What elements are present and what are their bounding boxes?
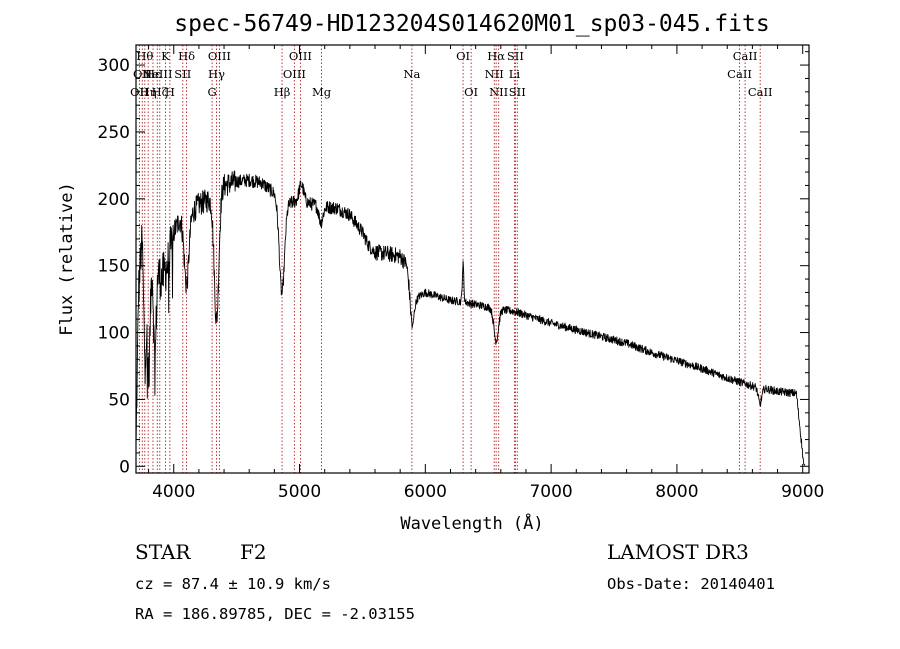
spectral-line-label: Na [403, 67, 420, 81]
spectral-line-label: SII [507, 49, 524, 63]
coordinates: RA = 186.89785, DEC = -2.03155 [135, 605, 415, 623]
spectral-line-label: OIII [283, 67, 306, 81]
spectral-line-label: Hε [145, 67, 161, 81]
x-axis-label: Wavelength (Å) [400, 512, 543, 534]
y-tick-label: 300 [98, 56, 130, 76]
x-tick-label: 4000 [152, 482, 195, 502]
spectral-line-label: NII [489, 85, 508, 99]
y-axis-label: Flux (relative) [57, 182, 77, 336]
observation-date: Obs-Date: 20140401 [607, 575, 775, 593]
x-tick-label: 7000 [529, 482, 572, 502]
x-axis-ticks: 4000 5000 6000 7000 8000 9000 [148, 45, 824, 502]
spectral-line-label: OIII [289, 49, 312, 63]
spectral-line-label: Mg [312, 85, 332, 99]
x-tick-label: 8000 [655, 482, 698, 502]
spectral-line-label: Hγ [208, 67, 225, 81]
spectral-line-label: Hθ [136, 49, 153, 63]
x-tick-label: 6000 [404, 482, 447, 502]
spectral-line-label: Hβ [274, 85, 291, 99]
object-type: STAR [135, 540, 191, 564]
spectral-line-label: OIII [208, 49, 231, 63]
y-tick-label: 150 [98, 257, 130, 277]
spectral-line-label: NII [485, 67, 504, 81]
spectral-line-label: Hη [140, 85, 157, 99]
spectral-line-label: SII [509, 85, 526, 99]
spectral-line-label: Hζ [152, 85, 168, 99]
y-axis-ticks: 0 50 100 150 200 250 300 [98, 51, 809, 477]
y-tick-label: 0 [119, 457, 130, 477]
spectral-line-label: CaII [748, 85, 773, 99]
spectral-line-label: SII [174, 67, 191, 81]
spectral-line-label: OI [464, 85, 478, 99]
spectral-line-label: Hα [487, 49, 505, 63]
spectrum-line [135, 170, 806, 466]
spectral-line-labels: OIIOIIHθHηHεNeIIIHζKHSIIHδGHγOIIIHβOIIIO… [130, 49, 772, 99]
x-tick-label: 9000 [781, 482, 824, 502]
spectral-line-label: K [161, 49, 170, 63]
redshift-velocity: cz = 87.4 ± 10.9 km/s [135, 575, 331, 593]
spectral-line-label: OI [456, 49, 470, 63]
chart-title: spec-56749-HD123204S014620M01_sp03-045.f… [174, 11, 769, 37]
y-tick-label: 200 [98, 190, 130, 210]
y-tick-label: 250 [98, 123, 130, 143]
spectral-line-label: G [208, 85, 217, 99]
spectral-line-markers [138, 45, 761, 473]
object-subclass: F2 [240, 540, 267, 564]
survey-name: LAMOST DR3 [607, 540, 749, 564]
y-tick-label: 50 [108, 390, 130, 410]
spectral-line-label: OII [133, 67, 152, 81]
spectral-line-label: Hδ [178, 49, 195, 63]
spectral-line-label: CaII [727, 67, 752, 81]
y-tick-label: 100 [98, 324, 130, 344]
spectral-line-label: H [165, 85, 175, 99]
plot-frame [135, 44, 810, 474]
spectral-line-label: Li [509, 67, 521, 81]
spectral-line-label: NeIII [142, 67, 173, 81]
spectral-line-label: CaII [733, 49, 758, 63]
x-tick-label: 5000 [278, 482, 321, 502]
